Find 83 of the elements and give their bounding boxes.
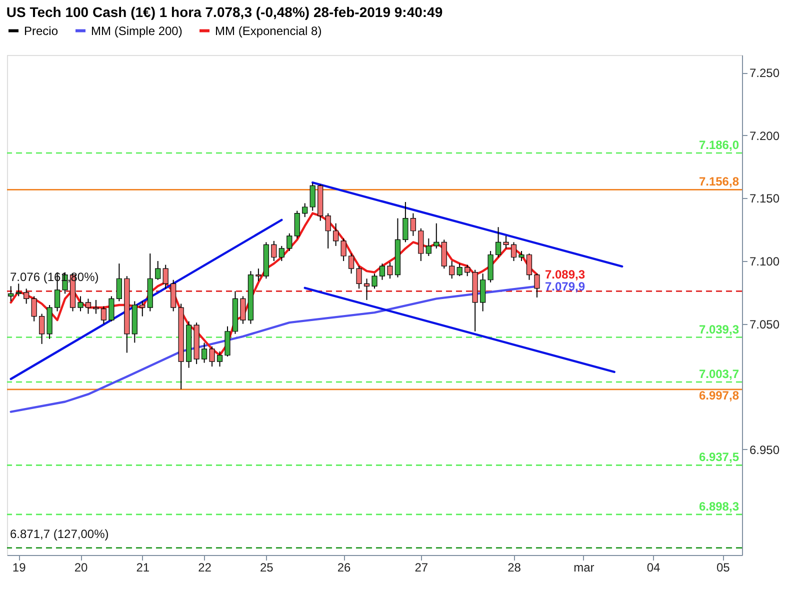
candlestick xyxy=(325,212,331,249)
data-label: 7.089,3 xyxy=(544,267,586,282)
candlestick xyxy=(387,262,393,280)
candlestick xyxy=(456,263,462,277)
x-tick-label: 20 xyxy=(74,560,88,574)
candlestick xyxy=(278,245,284,262)
y-tick-label: 7.150 xyxy=(750,192,780,206)
x-tick-label: mar xyxy=(574,560,594,574)
x-tick-label: 27 xyxy=(414,560,428,574)
candlestick xyxy=(31,296,37,322)
y-tick-label: 6.950 xyxy=(750,442,780,457)
candlestick xyxy=(534,273,540,298)
candlestick xyxy=(224,326,230,358)
candlestick xyxy=(434,222,440,249)
candlestick xyxy=(441,239,447,270)
candlestick xyxy=(348,252,354,274)
candlestick xyxy=(85,298,92,314)
x-tick-label: 19 xyxy=(12,560,26,574)
candlestick xyxy=(340,238,346,262)
candlestick xyxy=(302,202,308,218)
candlestick xyxy=(426,238,432,257)
x-tick-label: 05 xyxy=(716,560,730,574)
candlestick xyxy=(364,278,370,300)
x-tick-label: 26 xyxy=(337,560,352,574)
candlestick xyxy=(510,242,517,262)
candlestick xyxy=(8,286,14,302)
candlestick xyxy=(294,210,300,239)
candlestick xyxy=(78,296,84,312)
candlestick xyxy=(310,182,316,212)
ref-line-label: 7.156,8 xyxy=(698,174,740,189)
data-label: 7.079,9 xyxy=(544,279,586,294)
candlestick xyxy=(16,283,22,297)
candlestick xyxy=(402,201,408,243)
candlestick xyxy=(140,300,146,317)
candlestick xyxy=(216,350,223,368)
chart-title: US Tech 100 Cash (1€) 1 hora 7.078,3 (-0,48%) 28-feb-2019 9:40:49 xyxy=(6,4,443,20)
y-tick-label: 7.100 xyxy=(750,254,780,269)
ref-line-label: 6.997,8 xyxy=(698,388,740,402)
candlestick xyxy=(201,342,208,364)
candlestick xyxy=(108,296,114,322)
legend-label: MM (Simple 200) xyxy=(91,24,182,38)
x-tick-label: 22 xyxy=(198,560,212,574)
candlestick xyxy=(155,260,161,280)
candlestick xyxy=(162,264,168,290)
x-tick-label: 04 xyxy=(646,560,661,574)
ref-line-label: 7.003,7 xyxy=(698,367,740,382)
candlestick xyxy=(333,222,339,246)
candlestick xyxy=(240,296,246,324)
candlestick xyxy=(209,346,215,368)
y-tick-label: 7.200 xyxy=(750,128,780,143)
annotation: 6.871,7 (127,00%) xyxy=(10,526,109,541)
candlestick xyxy=(286,232,292,252)
ref-line-label: 7.039,3 xyxy=(698,322,740,336)
candlestick xyxy=(518,250,524,262)
ref-line-label: 7.186,0 xyxy=(698,138,740,152)
candlestick xyxy=(526,252,532,280)
x-tick-label: 25 xyxy=(260,560,274,574)
legend-label: MM (Exponencial 8) xyxy=(215,24,322,38)
candlestick xyxy=(449,260,455,280)
candlestick xyxy=(39,313,45,344)
candlestick xyxy=(495,226,502,258)
candlestick xyxy=(356,266,362,290)
candlestick xyxy=(379,263,386,280)
candlestick xyxy=(480,273,486,312)
ref-line-label: 6.898,3 xyxy=(698,499,740,514)
candlestick xyxy=(24,288,30,304)
x-tick-label: 21 xyxy=(136,560,150,574)
candlestick xyxy=(170,279,176,312)
candlestick xyxy=(503,235,509,249)
y-tick-label: 7.250 xyxy=(750,66,780,80)
x-tick-label: 28 xyxy=(508,560,522,574)
candlestick xyxy=(100,306,107,324)
candlestick xyxy=(464,264,470,277)
candlestick xyxy=(93,299,99,314)
ref-line-label: 6.937,5 xyxy=(698,450,740,464)
legend-label: Precio xyxy=(24,24,58,38)
candlestick xyxy=(410,212,416,236)
candlestick xyxy=(372,273,378,290)
candlestick xyxy=(271,240,277,262)
candlestick xyxy=(116,263,122,302)
y-tick-label: 7.050 xyxy=(750,317,780,332)
candlestick xyxy=(256,268,262,282)
candlestick xyxy=(418,228,424,262)
